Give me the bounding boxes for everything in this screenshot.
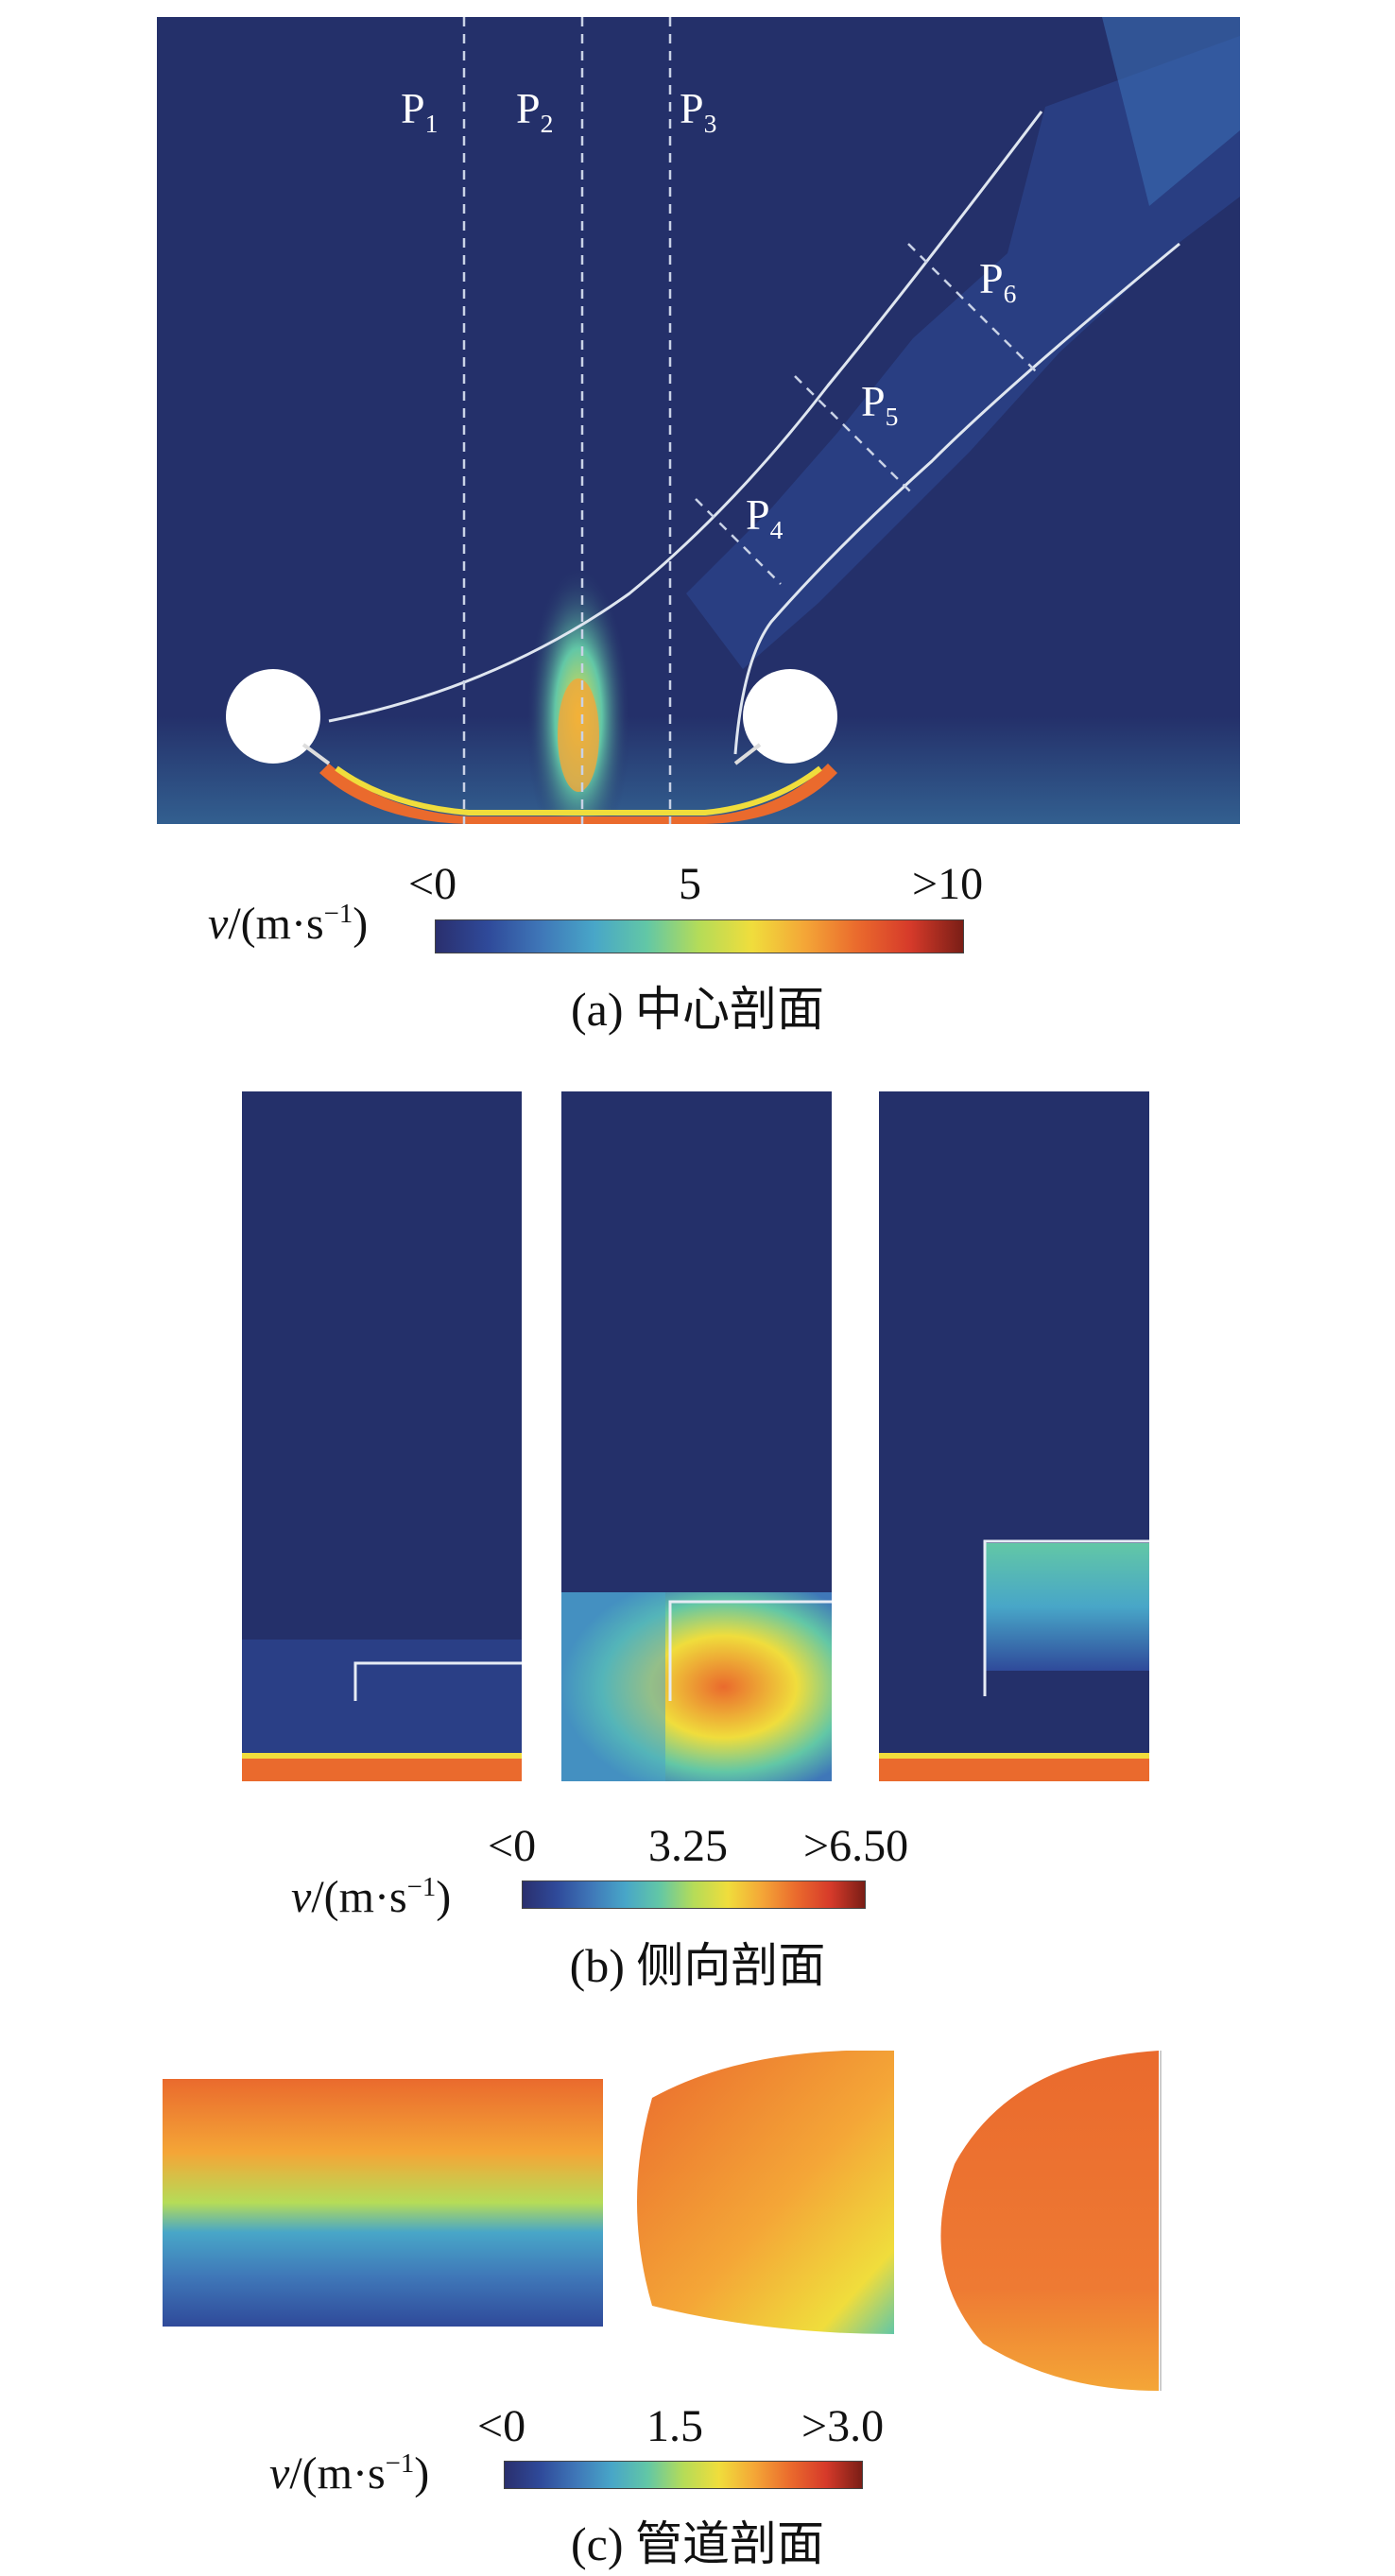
legend-b-tick-mid: 3.25 [648,1820,728,1872]
legend-b-colorbar [522,1880,866,1909]
plane-label-p5: P5 [861,376,898,432]
side-panel-2 [561,1091,832,1781]
side-section-contours [242,1091,1149,1781]
plane-label-p6: P6 [979,253,1016,309]
panel-b [242,1091,1149,1781]
caption-b: (b) 侧向剖面 [0,1928,1395,1996]
panel-a: P1 P2 P3 P4 P5 P6 [157,17,1240,824]
legend-b-tick-max: >6.50 [803,1820,908,1872]
plane-label-p1: P1 [401,83,438,139]
legend-c-tick-max: >3.0 [801,2400,884,2452]
duct-section-mid [637,2051,894,2334]
legend-b-var-label: v/(m·s−1) [291,1871,451,1923]
legend-b-tick-min: <0 [488,1820,536,1872]
legend-a-tick-min: <0 [408,858,456,910]
legend-a-var-label: v/(m·s−1) [208,898,368,950]
duct-section-contours [161,2051,1162,2391]
plane-label-p2: P2 [516,83,553,139]
plane-label-p3: P3 [680,83,716,139]
panel-c [161,2051,1162,2391]
legend-a-tick-mid: 5 [679,858,701,910]
duct-section-rect [163,2079,603,2327]
legend-c-tick-mid: 1.5 [646,2400,703,2452]
duct-section-right [940,2051,1159,2391]
legend-a-tick-max: >10 [912,858,983,910]
legend-c-var-label: v/(m·s−1) [269,2447,429,2499]
plane-label-p4: P4 [746,489,783,545]
side-panel-3 [879,1091,1149,1781]
side-panel-1 [242,1091,522,1781]
caption-a: (a) 中心剖面 [0,971,1395,1039]
caption-c: (c) 管道剖面 [0,2506,1395,2574]
legend-c-tick-min: <0 [477,2400,525,2452]
legend-a-colorbar [435,919,964,953]
legend-c-colorbar [504,2461,863,2489]
